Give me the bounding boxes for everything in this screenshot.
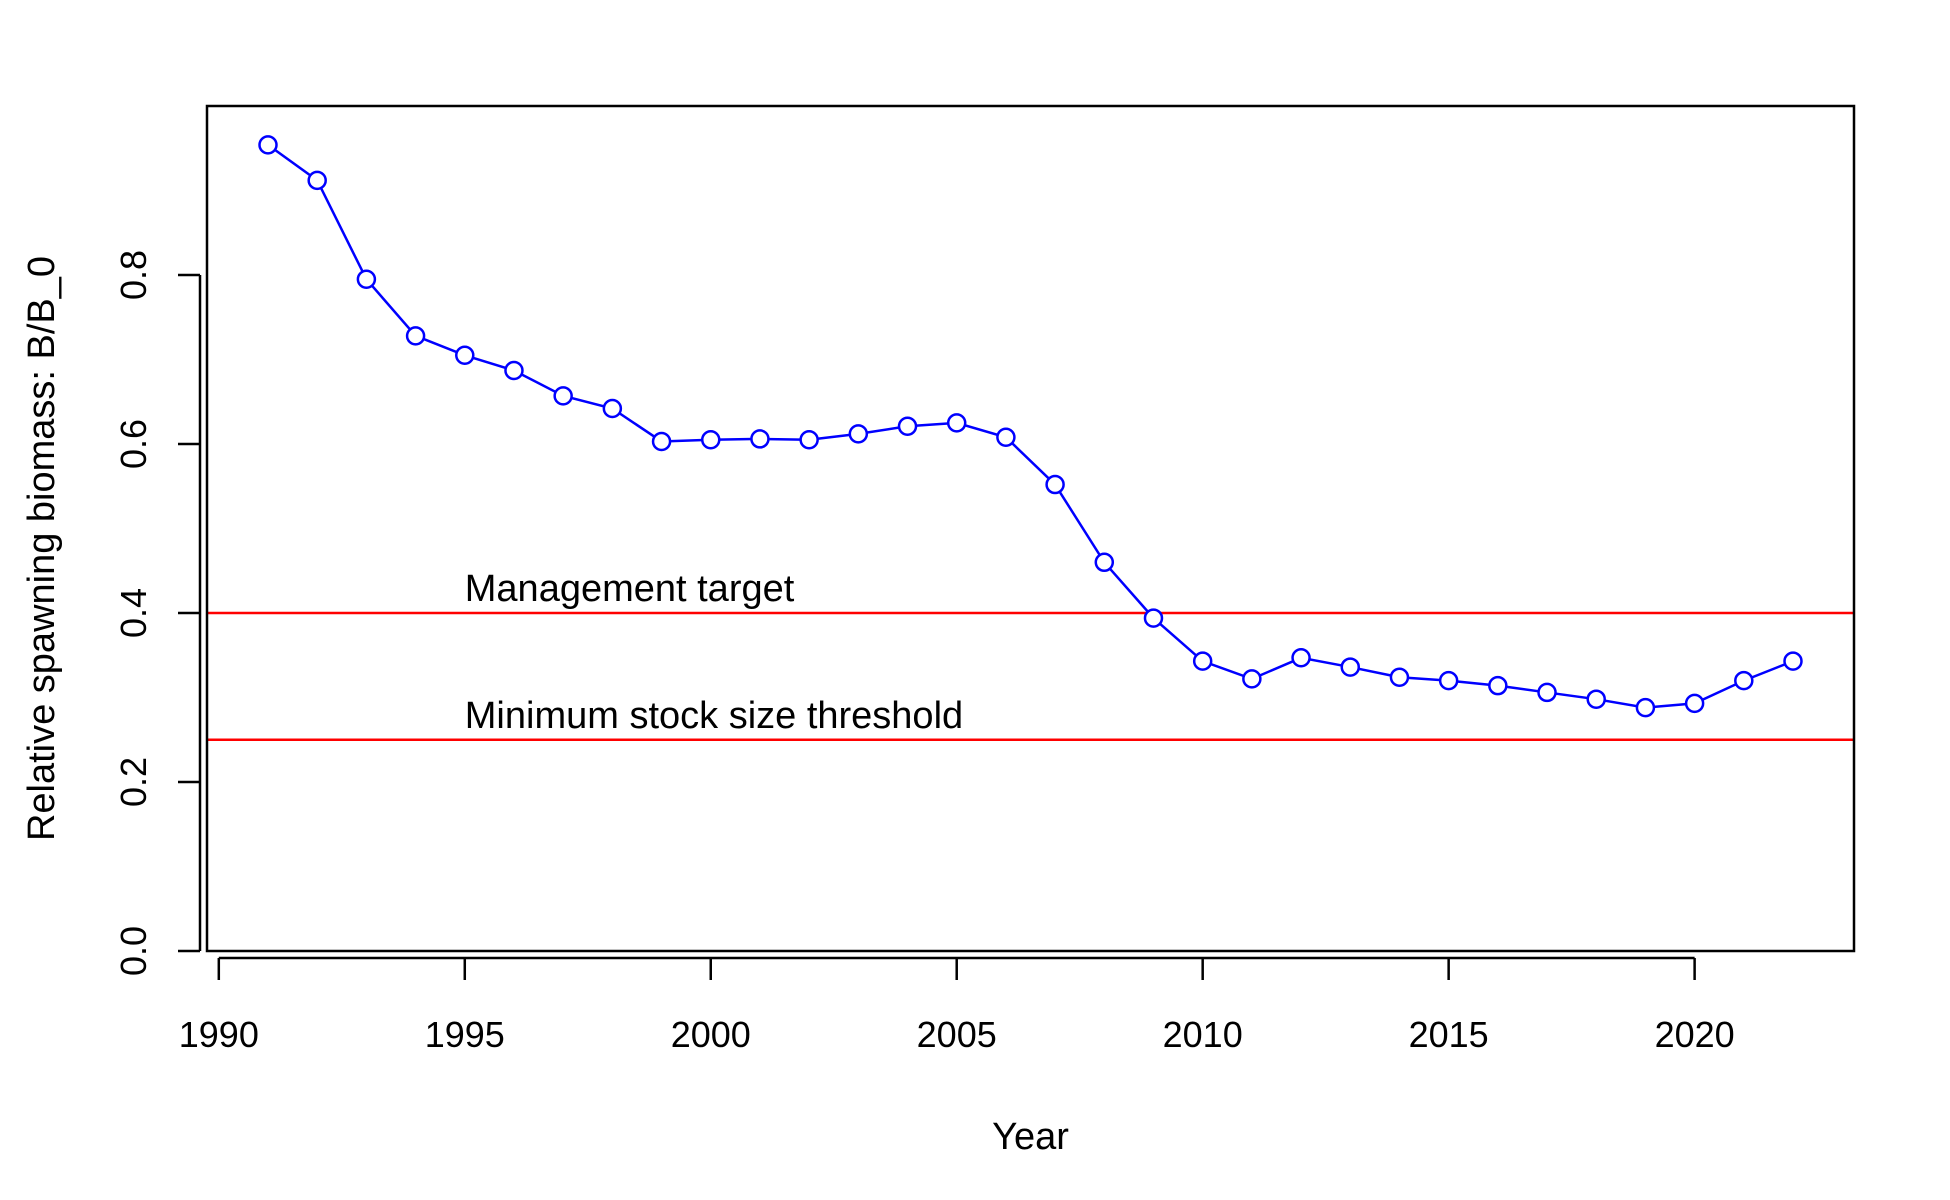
x-tick-label: 2010 bbox=[1163, 1014, 1243, 1055]
data-point bbox=[1094, 552, 1115, 573]
x-axis: 1990 1995 2000 2005 2010 2015 2020 bbox=[179, 956, 1735, 1055]
data-point bbox=[1045, 474, 1065, 495]
data-point bbox=[1291, 648, 1311, 668]
y-tick-label: 0.2 bbox=[113, 757, 154, 807]
data-point bbox=[750, 429, 770, 449]
data-point bbox=[1340, 657, 1361, 677]
data-point bbox=[897, 416, 918, 437]
data-point bbox=[307, 170, 327, 191]
data-point bbox=[1192, 651, 1213, 671]
data-point bbox=[602, 398, 623, 419]
y-axis: 0.0 0.2 0.4 0.6 0.8 bbox=[113, 250, 202, 976]
data-point bbox=[455, 345, 475, 366]
series-line bbox=[267, 143, 1794, 709]
data-point bbox=[1635, 697, 1656, 718]
x-tick-label: 2020 bbox=[1655, 1014, 1735, 1055]
data-point bbox=[405, 326, 426, 346]
y-tick-label: 0.0 bbox=[113, 926, 154, 976]
data-point bbox=[700, 430, 721, 450]
plot-area: Management target Minimum stock size thre… bbox=[207, 135, 1854, 741]
data-point bbox=[1389, 667, 1410, 687]
data-point bbox=[848, 424, 869, 444]
y-tick-label: 0.8 bbox=[113, 250, 154, 300]
data-point bbox=[1586, 689, 1606, 709]
plot-frame bbox=[205, 104, 1856, 953]
y-tick-label: 0.4 bbox=[113, 588, 154, 638]
data-point bbox=[1143, 608, 1164, 628]
data-point bbox=[504, 360, 524, 381]
data-point bbox=[1734, 670, 1754, 691]
data-point bbox=[1242, 669, 1262, 689]
data-point bbox=[799, 430, 819, 450]
y-axis-title: Relative spawning biomass: B/B_0 bbox=[21, 256, 63, 841]
x-tick-label: 2015 bbox=[1409, 1014, 1489, 1055]
reference-line-label: Minimum stock size threshold bbox=[465, 695, 963, 737]
y-tick-label: 0.6 bbox=[113, 419, 154, 469]
data-point bbox=[651, 431, 672, 452]
x-axis-title: Year bbox=[992, 1116, 1069, 1158]
data-point bbox=[1537, 682, 1557, 703]
reference-line-label: Management target bbox=[465, 568, 795, 610]
data-point bbox=[1783, 651, 1803, 671]
data-point bbox=[946, 413, 967, 433]
data-point bbox=[996, 427, 1016, 447]
data-point bbox=[258, 135, 278, 155]
data-point bbox=[356, 269, 377, 289]
x-tick-label: 2005 bbox=[917, 1014, 997, 1055]
x-tick-label: 1990 bbox=[179, 1014, 259, 1055]
data-point bbox=[553, 386, 573, 406]
data-point bbox=[1488, 675, 1508, 696]
x-tick-label: 1995 bbox=[425, 1014, 505, 1055]
x-tick-label: 2000 bbox=[671, 1014, 751, 1055]
data-point bbox=[1684, 693, 1705, 714]
data-point bbox=[1438, 670, 1459, 691]
